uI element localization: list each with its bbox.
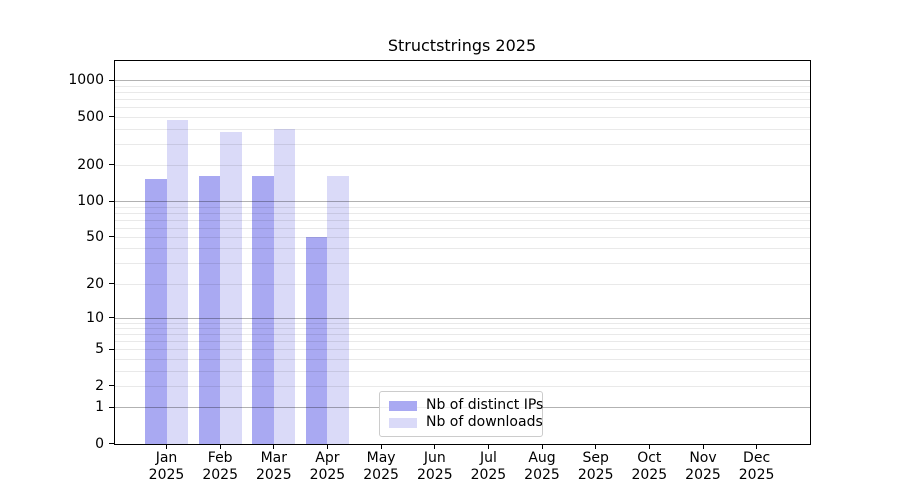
y-tick-mark [109,283,114,284]
bar-distinct-ips-apr [305,236,328,444]
y-tick-mark [109,406,114,408]
gridline [115,385,810,387]
y-tick-mark [109,317,114,318]
x-tick-mark [219,445,221,449]
gridline [115,212,810,214]
x-tick-label-mar: Mar 2025 [255,450,292,483]
gridline [115,341,810,343]
gridline [115,128,810,130]
y-tick-label: 200 [77,156,104,173]
gridline [115,80,810,82]
bar-distinct-ips-jan [145,179,167,444]
x-tick-mark [380,445,382,449]
gridline [115,86,810,87]
y-tick-mark [109,348,114,350]
gridline [115,116,810,118]
x-tick-mark [648,445,650,449]
x-tick-mark [541,445,543,449]
gridline [115,143,810,145]
bar-downloads-jan [166,119,188,444]
x-tick-mark [595,445,597,449]
x-tick-label-feb: Feb 2025 [202,450,238,483]
plot-area [114,60,811,445]
gridline [115,358,810,360]
gridline [115,219,810,221]
bar-downloads-feb [220,132,242,444]
grid-layer [115,61,810,444]
bar-downloads-mar [273,129,296,444]
y-tick-mark [109,200,114,202]
legend: Nb of distinct IPs Nb of downloads [379,391,543,437]
x-tick-mark [166,445,167,449]
y-tick-label: 20 [86,275,104,292]
y-tick-label: 100 [77,193,104,209]
legend-row-downloads: Nb of downloads [389,415,543,430]
x-tick-label-oct: Oct 2025 [631,450,668,483]
gridline [115,263,810,264]
y-tick-label: 500 [77,108,104,125]
y-tick-label: 0 [95,435,104,452]
bar-downloads-apr [327,175,349,444]
gridline [115,227,810,229]
x-tick-mark [487,445,489,449]
gridline [115,349,810,351]
y-tick-mark [109,236,114,238]
x-tick-label-jan: Jan 2025 [148,450,185,483]
y-tick-label: 1 [95,399,104,416]
legend-swatch-distinct-ips [389,400,417,411]
x-tick-label-may: May 2025 [363,450,399,483]
gridline [115,370,810,372]
legend-label-downloads: Nb of downloads [426,414,543,430]
gridline [115,164,810,166]
x-tick-label-sep: Sep 2025 [577,450,614,483]
gridline [115,283,810,285]
x-tick-label-jul: Jul 2025 [470,450,507,483]
gridline [115,107,810,109]
bar-distinct-ips-feb [198,176,221,444]
y-tick-mark [109,116,114,118]
gridline [115,322,810,324]
gridline [115,201,810,202]
y-tick-label: 1000 [68,72,104,89]
gridline [115,236,810,238]
y-tick-mark [109,164,114,166]
gridline [115,317,810,319]
bar-distinct-ips-mar [252,176,274,444]
bars-layer [115,61,810,444]
x-tick-mark [756,445,758,449]
y-tick-label: 2 [95,377,104,394]
chart-title: Structstrings 2025 [387,36,537,55]
y-tick-label: 50 [86,228,104,245]
x-tick-label-aug: Aug 2025 [524,450,560,483]
x-tick-mark [434,445,436,449]
x-tick-mark [273,445,275,449]
legend-row-distinct-ips: Nb of distinct IPs [389,398,543,413]
gridline [115,248,810,250]
x-tick-label-apr: Apr 2025 [309,450,346,483]
y-tick-label: 10 [86,309,104,326]
gridline [115,334,810,336]
y-tick-label: 5 [95,341,104,358]
gridline [115,99,810,101]
y-tick-mark [109,79,114,81]
x-tick-label-dec: Dec 2025 [738,450,775,483]
legend-swatch-downloads [389,417,417,428]
y-tick-mark [109,443,114,444]
gridline [115,92,810,94]
x-tick-label-nov: Nov 2025 [685,450,721,483]
x-tick-label-jun: Jun 2025 [416,450,453,483]
gridline [115,328,810,329]
y-tick-mark [109,385,114,387]
x-tick-mark [702,445,704,449]
x-tick-mark [326,445,328,449]
gridline [115,206,810,208]
legend-label-distinct-ips: Nb of distinct IPs [426,397,544,413]
